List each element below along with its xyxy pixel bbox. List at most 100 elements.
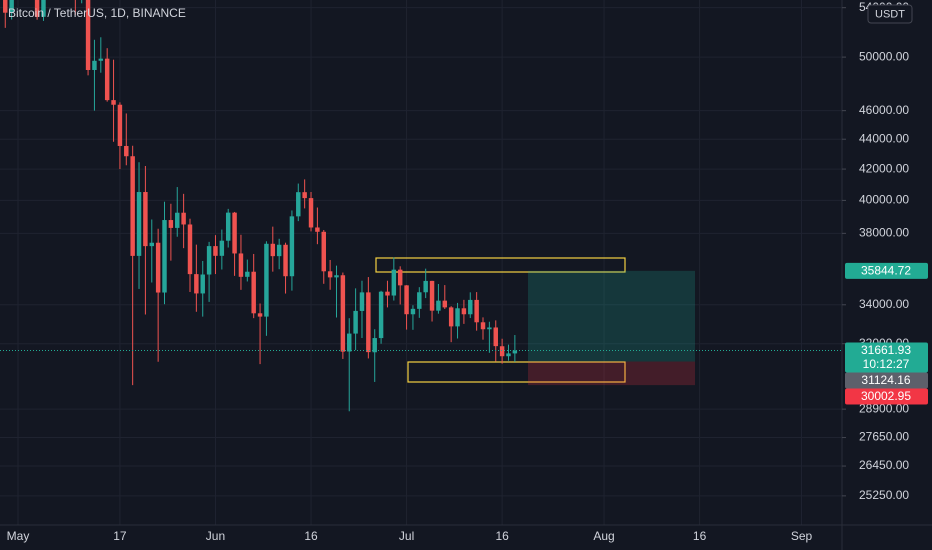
candle-body <box>442 300 448 308</box>
candle-body <box>98 58 104 61</box>
y-tick-label: 28900.00 <box>859 401 909 415</box>
candle-body <box>238 253 244 277</box>
candle-body <box>124 145 129 157</box>
x-tick-label: May <box>7 529 30 543</box>
candle-body <box>474 299 479 323</box>
candle-body <box>111 100 116 105</box>
candle-body <box>9 0 14 13</box>
candle-body <box>378 291 384 339</box>
candle-body <box>366 292 371 353</box>
candle-body <box>264 243 269 317</box>
y-tick-label: 40000.00 <box>859 193 909 207</box>
candle-body <box>347 333 352 352</box>
candle-body <box>149 242 154 247</box>
candle-body <box>41 0 46 17</box>
x-tick-label: 16 <box>693 529 707 543</box>
resistance-zone <box>375 257 626 273</box>
candle-body <box>276 244 282 257</box>
plot-area <box>0 0 842 412</box>
candle-body <box>251 271 256 314</box>
currency-label: USDT <box>875 8 905 20</box>
axes: 54000.0050000.0046000.0044000.0042000.00… <box>7 0 928 543</box>
candle-body <box>296 192 301 217</box>
x-tick-label: 16 <box>304 529 318 543</box>
candle-body <box>219 240 225 256</box>
y-tick-label: 38000.00 <box>859 226 909 240</box>
price-label: 31661.93 <box>861 343 911 357</box>
candle-body <box>397 269 403 286</box>
support-zone <box>407 361 626 383</box>
candle-body <box>499 346 505 357</box>
candle-body <box>308 198 314 228</box>
y-tick-label: 26450.00 <box>859 458 909 472</box>
price-label-box <box>845 262 928 279</box>
candle-body <box>85 0 91 70</box>
x-tick-label: Sep <box>791 529 813 543</box>
candle-body <box>270 243 276 257</box>
candle-body <box>181 212 186 225</box>
y-tick-label: 42000.00 <box>859 161 909 175</box>
candle-body <box>436 300 441 311</box>
price-label: 30002.95 <box>861 389 911 403</box>
x-tick-label: 16 <box>495 529 509 543</box>
candle-body <box>372 338 377 353</box>
candle-body <box>3 0 8 13</box>
candle-body <box>391 269 397 296</box>
position-loss-zone <box>528 361 695 386</box>
candle-body <box>130 156 135 256</box>
candle-body <box>206 246 212 275</box>
candle-body <box>334 275 339 278</box>
candle-body <box>423 280 428 293</box>
candle-body <box>461 308 467 315</box>
candle-body <box>289 216 295 277</box>
y-tick-label: 46000.00 <box>859 103 909 117</box>
y-tick-label: 34000.00 <box>859 297 909 311</box>
candle-body <box>162 220 167 293</box>
candle-body <box>487 327 492 330</box>
candle-body <box>410 308 416 315</box>
candle-body <box>200 274 205 294</box>
countdown-label: 10:12:27 <box>863 357 910 371</box>
candle-body <box>283 244 288 277</box>
currency-badge[interactable] <box>867 4 913 24</box>
candle-body <box>194 274 199 294</box>
y-tick-label: 44000.00 <box>859 131 909 145</box>
price-label-box <box>845 342 928 373</box>
candle-body <box>404 285 409 315</box>
candle-body <box>92 60 97 70</box>
candle-body <box>257 313 263 317</box>
candle-body <box>512 350 518 354</box>
candle-body <box>448 307 454 327</box>
candle-body <box>225 212 231 241</box>
candle-body <box>429 280 435 311</box>
candle-body <box>327 271 333 278</box>
candle-body <box>155 242 161 293</box>
candle-body <box>187 224 193 275</box>
x-tick-label: Aug <box>593 529 614 543</box>
candle-body <box>455 308 460 327</box>
candle-body <box>480 322 486 330</box>
y-tick-label: 27650.00 <box>859 430 909 444</box>
price-label: 35844.72 <box>861 264 911 278</box>
candle-body <box>213 246 218 256</box>
price-label-box <box>845 388 928 405</box>
candle-body <box>385 291 390 296</box>
chart-title: Bitcoin / TetherUS, 1D, BINANCE <box>8 6 186 20</box>
candle-body <box>493 327 498 347</box>
candle-body <box>321 231 326 272</box>
candle-body <box>315 227 320 232</box>
candle-body <box>359 292 365 311</box>
candle-body <box>175 212 180 228</box>
candle-body <box>232 212 237 254</box>
position-profit-zone <box>528 270 695 362</box>
y-tick-label: 50000.00 <box>859 49 909 63</box>
candle-body <box>143 192 148 247</box>
price-label-box <box>845 372 928 389</box>
x-tick-label: Jun <box>206 529 225 543</box>
candle-body <box>417 292 422 309</box>
candle-body <box>302 192 307 199</box>
candle-body <box>506 353 511 357</box>
candle-body <box>168 220 174 228</box>
x-tick-label: Jul <box>399 529 414 543</box>
